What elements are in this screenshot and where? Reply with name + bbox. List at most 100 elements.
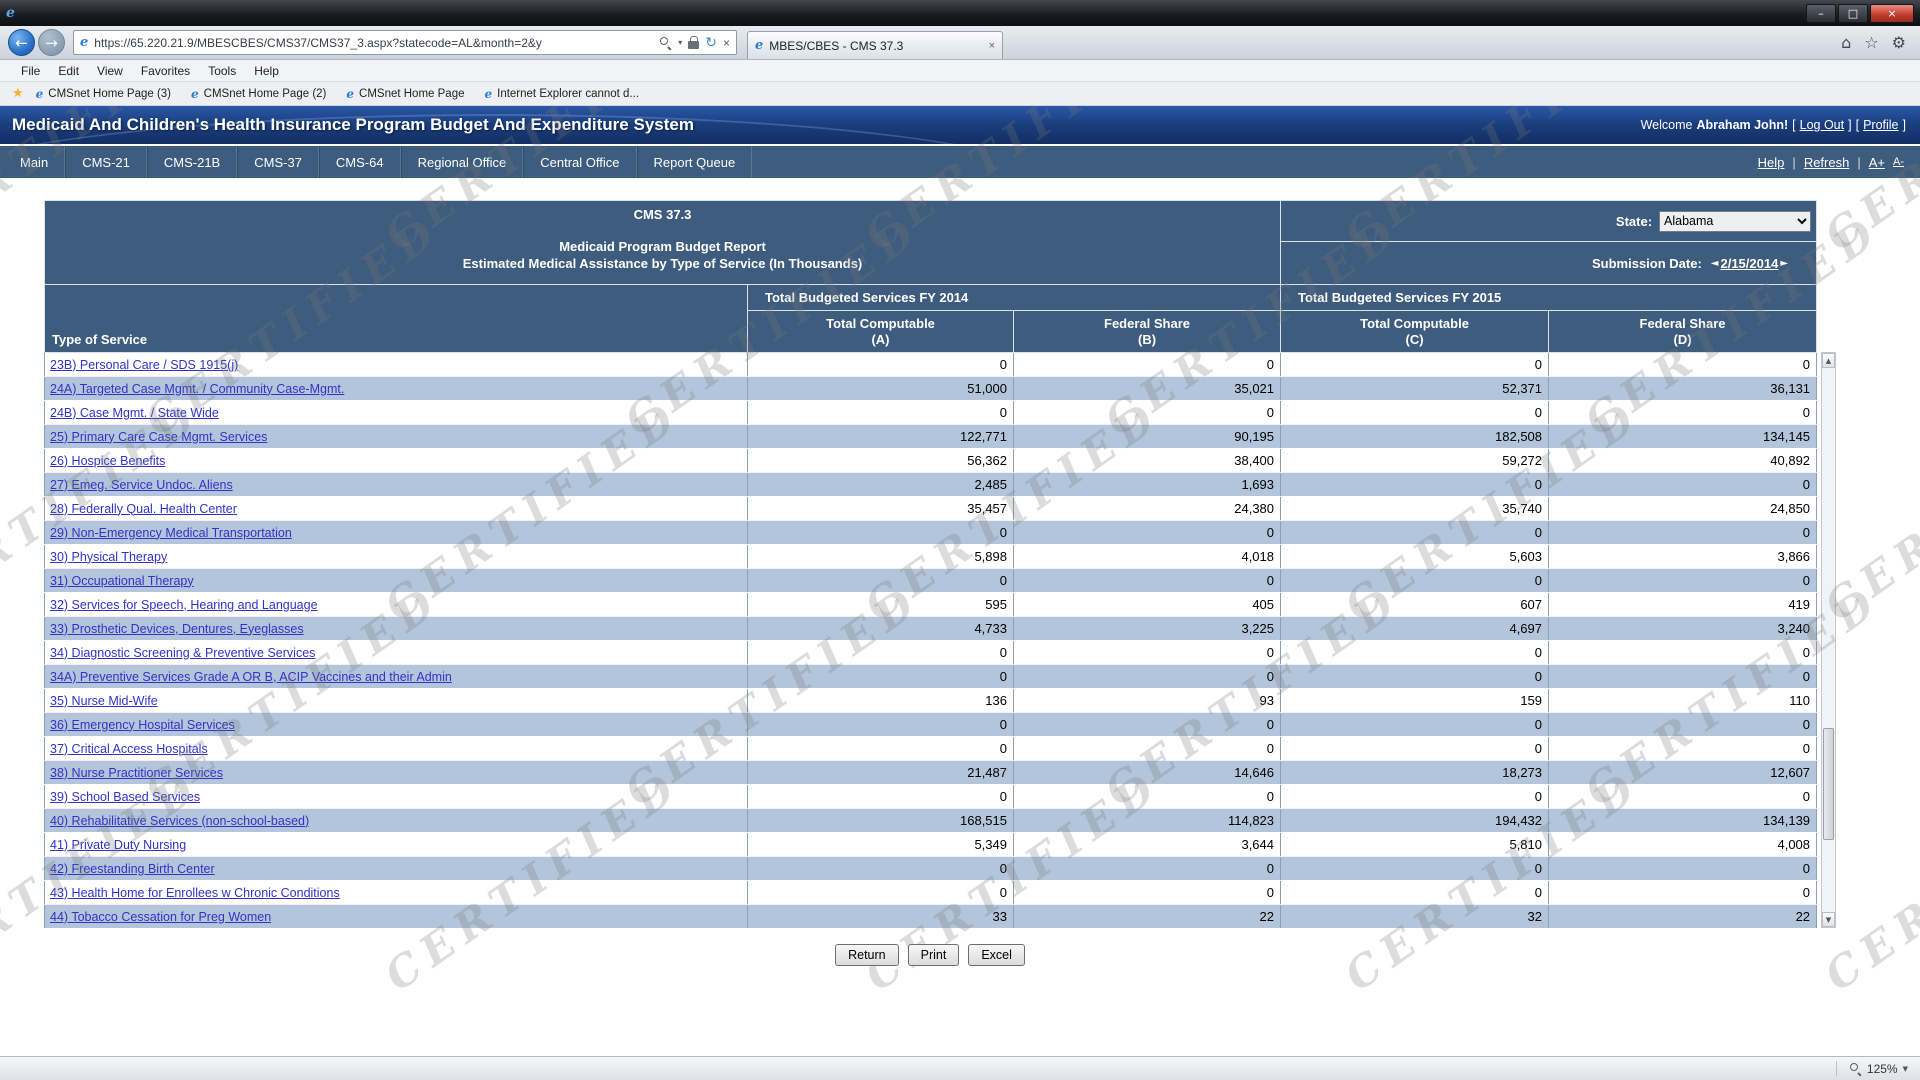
scroll-up-icon[interactable]: ▲: [1822, 353, 1835, 368]
value-cell: 134,139: [1548, 808, 1818, 833]
submission-date-value[interactable]: 2/15/2014: [1720, 255, 1779, 271]
service-link[interactable]: 27) Emeg. Service Undoc. Aliens: [50, 477, 233, 492]
service-link[interactable]: 39) School Based Services: [50, 789, 201, 804]
url-box[interactable]: e https://65.220.21.9/MBESCBES/CMS37/CMS…: [73, 30, 737, 55]
tab-favicon: e: [755, 38, 764, 53]
scroll-down-icon[interactable]: ▼: [1822, 912, 1835, 927]
excel-button[interactable]: Excel: [968, 944, 1025, 966]
value-cell: 0: [1280, 736, 1550, 761]
add-favorite-icon[interactable]: ★: [12, 86, 24, 101]
favorite-cmsnet-home-page[interactable]: e CMSnet Home Page: [346, 87, 464, 101]
value-cell: 0: [1548, 640, 1818, 665]
return-button[interactable]: Return: [835, 944, 899, 966]
service-link[interactable]: 36) Emergency Hospital Services: [50, 717, 235, 732]
value-cell: 159: [1280, 688, 1550, 713]
nav-tab-cms-64[interactable]: CMS-64: [318, 146, 401, 178]
service-link[interactable]: 34) Diagnostic Screening & Preventive Se…: [50, 645, 316, 660]
column-header-a: Total Computable (A): [747, 310, 1014, 353]
menu-tools[interactable]: Tools: [208, 63, 237, 78]
menu-edit[interactable]: Edit: [58, 63, 80, 78]
nav-tab-central-office[interactable]: Central Office: [523, 146, 637, 178]
value-cell: 114,823: [1013, 808, 1282, 833]
column-header-line: Federal Share: [1639, 315, 1726, 331]
browser-tab[interactable]: e MBES/CBES - CMS 37.3 ×: [747, 31, 1003, 59]
forward-button[interactable]: →: [38, 29, 65, 56]
menu-view[interactable]: View: [97, 63, 123, 78]
service-link[interactable]: 38) Nurse Practitioner Services: [50, 765, 223, 780]
previous-date-icon[interactable]: ◄: [1710, 257, 1719, 269]
service-cell: 23B) Personal Care / SDS 1915(j): [44, 352, 748, 377]
favorites-star-icon[interactable]: ☆: [1864, 33, 1879, 52]
menu-favorites[interactable]: Favorites: [140, 63, 191, 78]
service-link[interactable]: 24B) Case Mgmt. / State Wide: [50, 405, 219, 420]
logout-link[interactable]: Log Out: [1799, 118, 1845, 132]
window-controls: – □ ×: [1804, 3, 1914, 23]
font-decrease-link[interactable]: A-: [1893, 156, 1904, 168]
service-link[interactable]: 29) Non-Emergency Medical Transportation: [50, 525, 292, 540]
minimize-button[interactable]: –: [1806, 3, 1836, 23]
scrollbar-track[interactable]: [1822, 368, 1835, 912]
close-button[interactable]: ×: [1870, 3, 1914, 23]
favorite-cmsnet-home-page-3[interactable]: e CMSnet Home Page (3): [36, 87, 171, 101]
font-increase-link[interactable]: A+: [1868, 154, 1885, 170]
refresh-icon[interactable]: ↻: [705, 34, 717, 51]
ie-page-icon: e: [346, 86, 355, 101]
service-link[interactable]: 32) Services for Speech, Hearing and Lan…: [50, 597, 318, 612]
address-url[interactable]: https://65.220.21.9/MBESCBES/CMS37/CMS37…: [94, 35, 542, 50]
search-caret-icon[interactable]: ▾: [678, 38, 683, 47]
help-link[interactable]: Help: [1757, 154, 1785, 170]
menu-help[interactable]: Help: [254, 63, 279, 78]
search-icon[interactable]: [659, 36, 672, 49]
nav-tab-main[interactable]: Main: [0, 146, 66, 178]
state-select[interactable]: Alabama: [1659, 210, 1812, 232]
service-link[interactable]: 26) Hospice Benefits: [50, 453, 166, 468]
service-link[interactable]: 40) Rehabilitative Services (non-school-…: [50, 813, 310, 828]
tab-close-icon[interactable]: ×: [988, 39, 995, 52]
service-link[interactable]: 25) Primary Care Case Mgmt. Services: [50, 429, 268, 444]
value-cell: 0: [1280, 568, 1550, 593]
profile-link[interactable]: Profile: [1863, 118, 1899, 132]
maximize-button[interactable]: □: [1838, 3, 1868, 23]
nav-tab-cms-21[interactable]: CMS-21: [65, 146, 147, 178]
nav-tab-cms-21b[interactable]: CMS-21B: [146, 146, 238, 178]
zoom-control[interactable]: 125% ▼: [1845, 1061, 1912, 1077]
service-link[interactable]: 42) Freestanding Birth Center: [50, 861, 215, 876]
print-button[interactable]: Print: [907, 944, 960, 966]
bracket: [: [1792, 118, 1796, 132]
nav-tab-cms-37[interactable]: CMS-37: [237, 146, 319, 178]
back-button[interactable]: ←: [8, 29, 35, 56]
service-link[interactable]: 41) Private Duty Nursing: [50, 837, 187, 852]
favorite-internet-explorer-cannot-d[interactable]: e Internet Explorer cannot d...: [484, 87, 639, 101]
value-cell: 52,371: [1280, 376, 1550, 401]
service-link[interactable]: 43) Health Home for Enrollees w Chronic …: [50, 885, 340, 900]
service-link[interactable]: 33) Prosthetic Devices, Dentures, Eyegla…: [50, 621, 304, 636]
nav-tab-regional-office[interactable]: Regional Office: [400, 146, 524, 178]
service-link[interactable]: 35) Nurse Mid-Wife: [50, 693, 158, 708]
table-row: 27) Emeg. Service Undoc. Aliens 2,485 1,69…: [44, 472, 1818, 497]
service-link[interactable]: 24A) Targeted Case Mgmt. / Community Cas…: [50, 381, 345, 396]
service-link[interactable]: 44) Tobacco Cessation for Preg Women: [50, 909, 272, 924]
table-scrollbar[interactable]: ▲ ▼: [1821, 352, 1836, 928]
service-link[interactable]: 37) Critical Access Hospitals: [50, 741, 208, 756]
value-cell: 0: [1548, 472, 1818, 497]
service-cell: 32) Services for Speech, Hearing and Lan…: [44, 592, 748, 617]
value-cell: 3,866: [1548, 544, 1818, 569]
nav-tab-report-queue[interactable]: Report Queue: [636, 146, 753, 178]
value-cell: 0: [1280, 784, 1550, 809]
next-date-icon[interactable]: ►: [1780, 257, 1789, 269]
scrollbar-thumb[interactable]: [1823, 728, 1834, 840]
favorite-cmsnet-home-page-2[interactable]: e CMSnet Home Page (2): [191, 87, 326, 101]
service-link[interactable]: 30) Physical Therapy: [50, 549, 168, 564]
column-header-line: Total Computable: [826, 315, 935, 331]
service-link[interactable]: 34A) Preventive Services Grade A OR B, A…: [50, 669, 452, 684]
home-icon[interactable]: ⌂: [1841, 33, 1852, 52]
service-link[interactable]: 28) Federally Qual. Health Center: [50, 501, 237, 516]
service-cell: 40) Rehabilitative Services (non-school-…: [44, 808, 748, 833]
stop-icon[interactable]: ×: [722, 35, 730, 50]
value-cell: 0: [1280, 400, 1550, 425]
menu-file[interactable]: File: [21, 63, 41, 78]
refresh-link[interactable]: Refresh: [1803, 154, 1850, 170]
tools-gear-icon[interactable]: ⚙: [1891, 33, 1906, 52]
service-link[interactable]: 31) Occupational Therapy: [50, 573, 194, 588]
service-link[interactable]: 23B) Personal Care / SDS 1915(j): [50, 357, 239, 372]
